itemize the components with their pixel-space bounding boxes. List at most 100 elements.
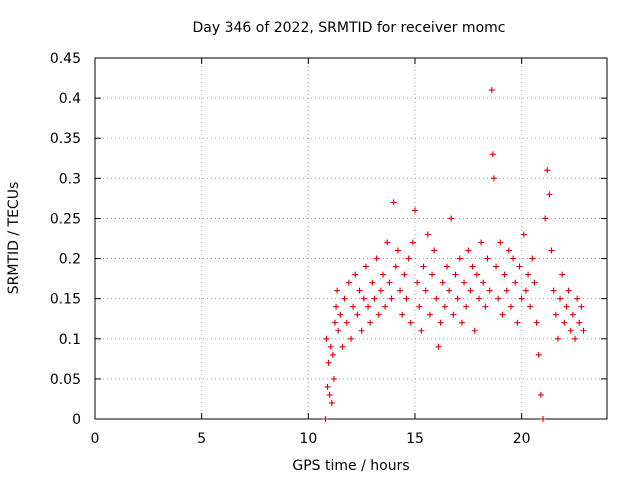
data-point — [488, 87, 495, 94]
data-point — [495, 295, 502, 302]
data-point — [325, 359, 332, 366]
x-tick-label: 20 — [513, 431, 531, 447]
data-point — [350, 303, 357, 310]
x-tick-label: 5 — [197, 431, 206, 447]
data-point — [407, 319, 414, 326]
data-point — [559, 271, 566, 278]
data-point — [473, 271, 480, 278]
y-tick-label: 0.2 — [59, 252, 81, 268]
data-point — [484, 255, 491, 262]
data-point — [552, 311, 559, 318]
data-point — [386, 279, 393, 286]
data-point — [580, 327, 587, 334]
data-point — [537, 391, 544, 398]
y-axis-label: SRMTID / TECUs — [6, 182, 22, 295]
data-point — [465, 247, 472, 254]
data-point — [516, 263, 523, 270]
data-point — [499, 311, 506, 318]
data-point — [323, 335, 330, 342]
data-point — [452, 271, 459, 278]
data-point — [424, 231, 431, 238]
data-point — [330, 375, 337, 382]
x-tick-label: 15 — [406, 431, 424, 447]
data-point — [429, 271, 436, 278]
data-point — [324, 383, 331, 390]
data-points — [322, 87, 587, 422]
data-point — [369, 279, 376, 286]
data-point — [399, 311, 406, 318]
data-point — [518, 295, 525, 302]
data-point — [341, 295, 348, 302]
data-point — [337, 311, 344, 318]
y-tick-label: 0.45 — [50, 51, 81, 67]
data-point — [439, 279, 446, 286]
data-point — [360, 295, 367, 302]
data-point — [540, 416, 546, 422]
data-point — [508, 303, 514, 310]
data-point — [574, 295, 581, 302]
data-point — [503, 287, 510, 294]
data-point — [384, 239, 391, 246]
data-point — [567, 327, 574, 334]
data-point — [412, 207, 418, 214]
data-point — [454, 295, 461, 302]
data-point — [422, 287, 429, 294]
data-point — [352, 271, 359, 278]
data-point — [435, 343, 442, 350]
data-point — [490, 175, 497, 182]
data-point — [343, 319, 350, 326]
data-point — [542, 215, 549, 222]
data-point — [486, 287, 493, 294]
data-point — [339, 343, 346, 350]
data-point — [510, 255, 517, 262]
data-point — [334, 287, 341, 294]
y-tick-label: 0.05 — [50, 372, 81, 388]
data-point — [478, 239, 485, 246]
data-point — [489, 151, 496, 158]
data-point — [463, 303, 470, 310]
data-point — [394, 247, 401, 254]
data-point — [480, 279, 487, 286]
data-point — [544, 167, 551, 174]
data-point — [450, 311, 457, 318]
y-tick-label: 0.1 — [59, 332, 81, 348]
data-point — [414, 279, 421, 286]
data-point — [437, 319, 444, 326]
x-axis-label: GPS time / hours — [292, 458, 409, 474]
data-point — [476, 295, 482, 302]
data-point — [431, 247, 438, 254]
data-point — [373, 255, 380, 262]
data-point — [356, 287, 363, 294]
data-point — [371, 295, 378, 302]
data-point — [578, 303, 585, 310]
data-point — [335, 327, 342, 334]
data-point — [527, 303, 534, 310]
x-tick-label: 0 — [91, 431, 100, 447]
data-point — [563, 303, 570, 310]
data-point — [329, 351, 336, 358]
data-point — [403, 295, 410, 302]
data-point — [375, 311, 382, 318]
data-point — [514, 319, 521, 326]
y-tick-label: 0.15 — [50, 292, 81, 308]
data-point — [522, 287, 529, 294]
data-point — [326, 391, 333, 398]
chart-title: Day 346 of 2022, SRMTID for receiver mom… — [193, 20, 506, 36]
x-tick-label: 10 — [299, 431, 317, 447]
data-point — [358, 327, 365, 334]
data-point — [497, 239, 504, 246]
y-tick-label: 0.3 — [59, 171, 81, 187]
data-point — [565, 287, 572, 294]
data-point — [467, 287, 474, 294]
data-point — [557, 295, 564, 302]
data-point — [512, 279, 519, 286]
y-tick-label: 0.25 — [50, 211, 81, 227]
data-point — [377, 287, 384, 294]
data-point — [433, 295, 440, 302]
data-point — [397, 287, 404, 294]
y-tick-label: 0.35 — [50, 131, 81, 147]
data-point — [354, 311, 361, 318]
data-point — [505, 247, 512, 254]
data-point — [520, 231, 527, 238]
